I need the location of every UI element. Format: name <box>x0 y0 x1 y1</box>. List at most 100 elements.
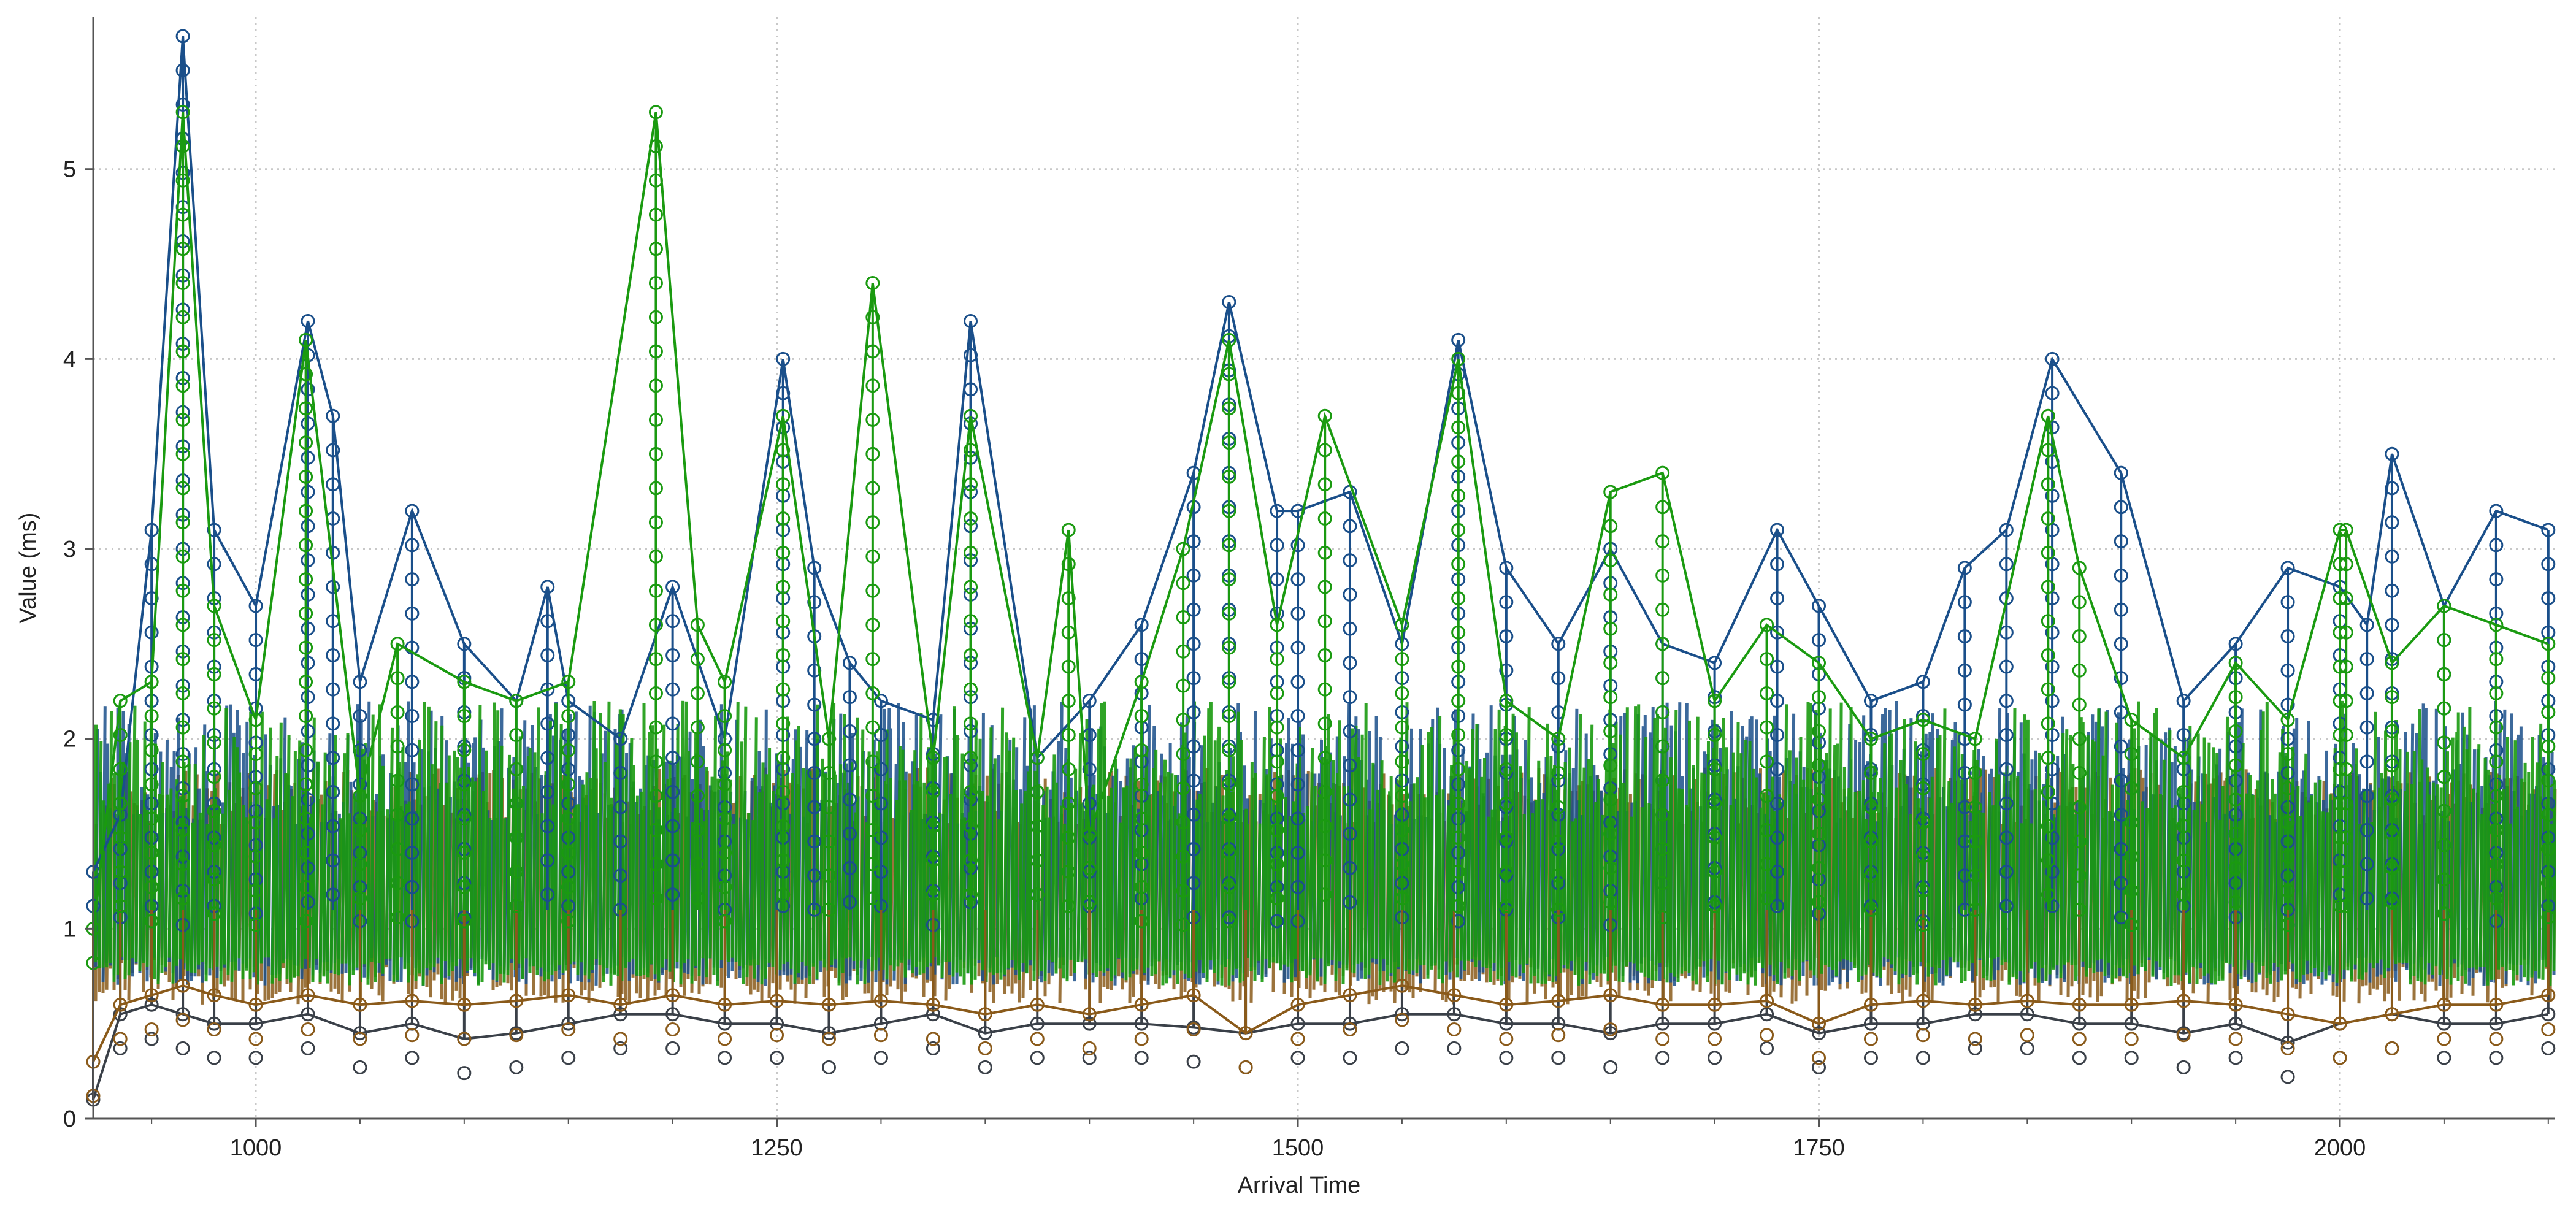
data-point-stack <box>2385 583 2399 598</box>
data-point-stack <box>1451 454 1466 469</box>
data-point <box>926 713 940 727</box>
data-point-stack <box>1863 1032 1878 1046</box>
data-point-stack <box>613 1041 628 1055</box>
data-point-stack <box>1343 792 1357 807</box>
data-point-stack <box>648 686 663 700</box>
data-point-stack <box>1708 898 1722 913</box>
data-point-stack <box>776 386 791 400</box>
data-point-stack <box>2072 1051 2087 1065</box>
data-point-stack <box>926 853 940 868</box>
data-point-stack <box>1222 743 1236 757</box>
data-point <box>926 1007 940 1022</box>
data-point-stack <box>2339 796 2353 811</box>
data-point-stack <box>301 1022 315 1036</box>
data-point-stack <box>1186 637 1201 651</box>
data-point-stack <box>2541 557 2556 572</box>
data-point <box>2541 1007 2556 1022</box>
data-point-stack <box>457 743 472 757</box>
data-point-stack <box>405 777 420 792</box>
data-point-stack <box>175 822 190 837</box>
data-point-stack <box>1999 659 2014 674</box>
data-point-stack <box>561 777 576 792</box>
data-point <box>144 997 159 1012</box>
data-point-stack <box>1915 883 1930 898</box>
data-point-stack <box>248 849 263 864</box>
data-point-stack <box>2339 830 2353 845</box>
data-point-stack <box>1957 732 1972 746</box>
data-point-stack <box>326 784 340 799</box>
data-point-stack <box>457 709 472 724</box>
data-point <box>964 408 978 423</box>
data-point-stack <box>770 1028 784 1043</box>
data-point-stack <box>405 1028 420 1043</box>
data-point <box>613 732 628 746</box>
data-point-stack <box>865 378 880 393</box>
data-point <box>1290 1016 1305 1031</box>
data-point-stack <box>561 743 576 757</box>
data-point-stack <box>175 63 190 78</box>
data-point-stack <box>2114 705 2128 719</box>
data-point-stack <box>1317 511 1332 526</box>
data-point-stack <box>326 648 340 662</box>
data-point-stack <box>299 640 313 655</box>
data-point-stack <box>1708 762 1722 776</box>
data-point <box>1708 1016 1722 1031</box>
data-point-stack <box>1317 545 1332 560</box>
data-point-stack <box>873 796 888 811</box>
data-point-stack <box>665 682 680 697</box>
data-point-stack <box>207 1051 221 1065</box>
data-point-stack <box>509 830 524 845</box>
data-point-stack <box>648 446 663 461</box>
data-point-stack <box>1451 523 1466 537</box>
data-point-stack <box>718 914 732 929</box>
data-point-stack <box>1451 898 1466 913</box>
data-point-stack <box>144 625 159 640</box>
data-point <box>776 408 791 423</box>
data-point-stack <box>207 872 221 887</box>
data-point <box>561 1016 576 1031</box>
data-point-stack <box>1770 864 1785 879</box>
data-point-stack <box>1915 1028 1930 1043</box>
data-point-stack <box>821 834 836 849</box>
data-point-stack <box>301 792 315 807</box>
data-point-stack <box>873 830 888 845</box>
data-point-stack <box>301 656 315 670</box>
data-point-stack <box>1551 765 1566 780</box>
data-point-stack <box>2359 652 2374 667</box>
data-point-stack <box>1290 1032 1305 1046</box>
data-point-stack <box>390 841 405 856</box>
data-point-stack <box>2114 671 2128 686</box>
data-point-stack <box>1030 819 1045 833</box>
data-point <box>1030 751 1045 765</box>
data-point-stack <box>1812 860 1827 875</box>
data-point-stack <box>2339 557 2353 572</box>
data-point-stack <box>1499 727 1514 742</box>
data-point-stack <box>776 819 791 833</box>
data-point-stack <box>1317 819 1332 833</box>
data-point-stack <box>865 515 880 530</box>
data-point-stack <box>390 739 405 754</box>
data-point-stack <box>1957 663 1972 678</box>
data-point-stack <box>1770 625 1785 640</box>
data-point <box>613 997 628 1012</box>
data-point-stack <box>2124 1032 2139 1046</box>
data-point-stack <box>807 697 822 712</box>
data-point-stack <box>1343 553 1357 568</box>
data-point-stack <box>1290 640 1305 655</box>
data-point <box>509 694 524 708</box>
data-point-stack <box>144 879 159 894</box>
data-point-stack <box>175 1041 190 1055</box>
data-point <box>1134 997 1149 1012</box>
data-point-stack <box>207 701 221 716</box>
data-point-stack <box>405 743 420 757</box>
data-point <box>248 599 263 613</box>
data-point-stack <box>2339 591 2353 606</box>
data-point-stack <box>113 1032 128 1046</box>
data-point-stack <box>1447 1041 1462 1055</box>
data-point-stack <box>207 906 221 921</box>
data-point-stack <box>353 857 367 871</box>
data-point <box>1082 1007 1097 1022</box>
data-point-stack <box>509 762 524 776</box>
data-point <box>1655 1016 1670 1031</box>
data-point-stack <box>807 800 822 814</box>
